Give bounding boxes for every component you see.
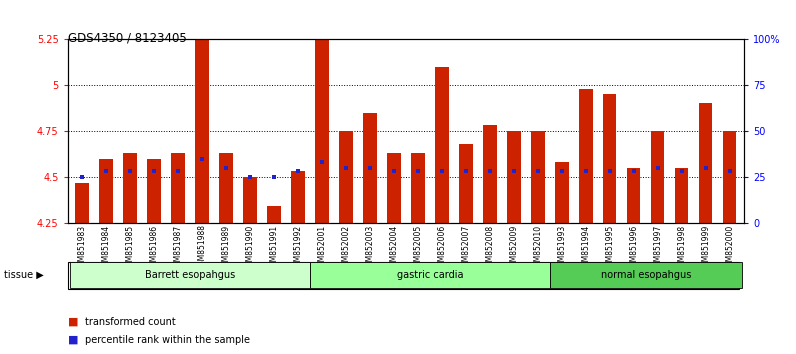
- Bar: [123, 153, 137, 223]
- Bar: [531, 131, 544, 223]
- Text: ■: ■: [68, 317, 78, 327]
- Bar: [483, 125, 497, 223]
- Bar: [147, 159, 161, 223]
- Bar: [171, 153, 185, 223]
- Bar: [267, 206, 281, 223]
- Bar: [675, 168, 689, 223]
- Bar: [315, 39, 329, 223]
- Text: percentile rank within the sample: percentile rank within the sample: [85, 335, 250, 345]
- Bar: [339, 131, 353, 223]
- Text: gastric cardia: gastric cardia: [396, 270, 463, 280]
- Bar: [507, 131, 521, 223]
- Bar: [627, 168, 641, 223]
- Text: ■: ■: [68, 335, 78, 345]
- Bar: [388, 153, 400, 223]
- Text: tissue ▶: tissue ▶: [4, 270, 44, 280]
- Bar: [220, 153, 232, 223]
- Bar: [603, 94, 616, 223]
- Bar: [76, 183, 88, 223]
- Bar: [412, 153, 424, 223]
- Bar: [579, 88, 592, 223]
- Bar: [244, 177, 256, 223]
- Text: normal esopahgus: normal esopahgus: [601, 270, 691, 280]
- Bar: [100, 159, 113, 223]
- Text: transformed count: transformed count: [85, 317, 176, 327]
- FancyBboxPatch shape: [310, 263, 550, 288]
- Bar: [724, 131, 736, 223]
- Bar: [459, 144, 473, 223]
- Text: Barrett esopahgus: Barrett esopahgus: [145, 270, 235, 280]
- Bar: [699, 103, 712, 223]
- Bar: [363, 113, 377, 223]
- Bar: [435, 67, 449, 223]
- Bar: [196, 39, 209, 223]
- Text: GDS4350 / 8123405: GDS4350 / 8123405: [68, 31, 186, 44]
- Bar: [556, 162, 568, 223]
- FancyBboxPatch shape: [70, 263, 310, 288]
- FancyBboxPatch shape: [550, 263, 742, 288]
- FancyBboxPatch shape: [68, 262, 739, 289]
- Bar: [291, 171, 305, 223]
- Bar: [651, 131, 665, 223]
